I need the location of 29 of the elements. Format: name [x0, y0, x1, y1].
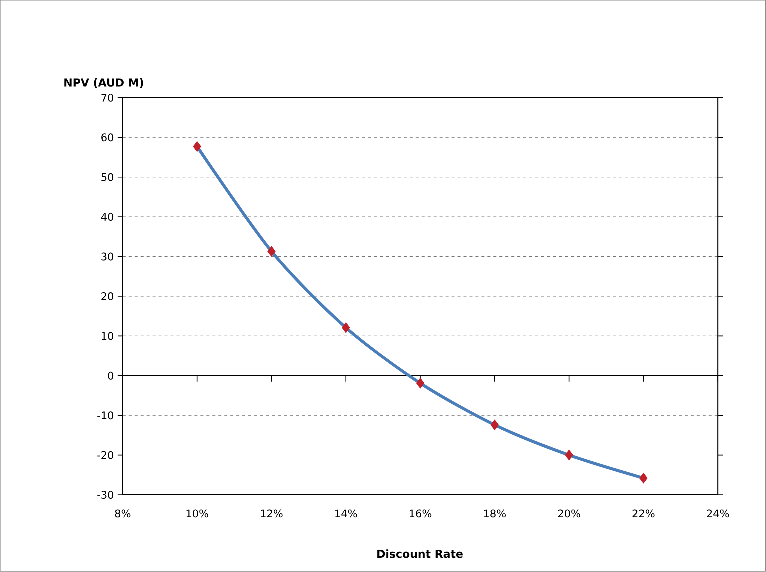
y-tick-label: 0: [108, 372, 114, 380]
point: [193, 141, 202, 152]
point: [490, 420, 499, 430]
y-tick-label: 60: [102, 134, 114, 142]
point: [268, 246, 276, 257]
y-axis-title: NPV (AUD M): [64, 78, 144, 88]
y-tick-label: -10: [98, 412, 114, 420]
y-tick-label: -20: [98, 451, 114, 460]
y-tick-label: 10: [102, 332, 114, 340]
point: [640, 473, 648, 484]
x-tick-label: 12%: [261, 510, 283, 518]
y-tick-label: 70: [102, 94, 114, 102]
y-tick-label: 30: [102, 252, 114, 261]
x-tick-label: 22%: [632, 510, 655, 518]
y-tick-label: 40: [101, 213, 114, 222]
x-axis-title: Discount Rate: [378, 550, 463, 558]
y-tick-label: 50: [102, 173, 114, 182]
y-tick-label: -30: [98, 491, 114, 500]
x-tick-label: 24%: [707, 510, 730, 518]
point: [416, 378, 425, 389]
x-tick-label: 16%: [410, 510, 432, 518]
x-tick-label: 8%: [115, 510, 131, 518]
y-tick-label: 20: [102, 292, 114, 300]
x-tick-label: 20%: [558, 510, 580, 518]
point: [565, 450, 574, 461]
x-tick-label: 14%: [336, 510, 358, 518]
x-tick-label: 10%: [186, 510, 208, 518]
point: [342, 322, 350, 334]
x-tick-label: 18%: [484, 510, 506, 518]
